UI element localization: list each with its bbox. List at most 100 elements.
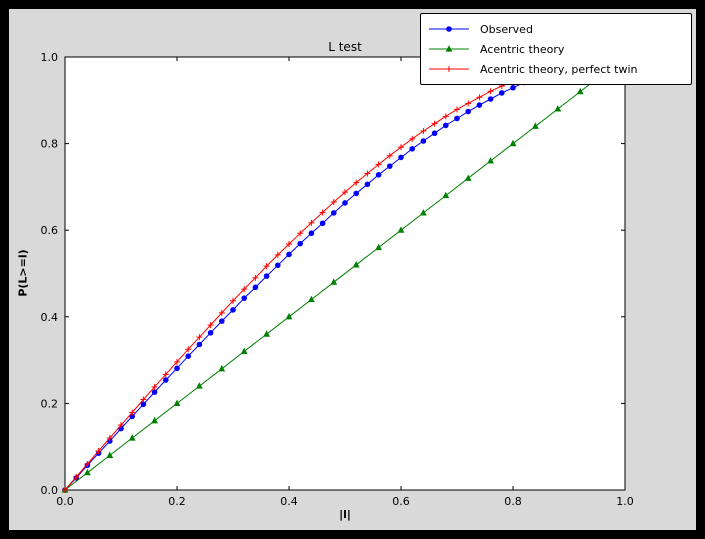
marker-circle-observed [387, 163, 393, 169]
marker-circle-observed [297, 240, 304, 247]
marker-circle-observed [207, 330, 214, 336]
y-tick-label: 0.2 [41, 397, 59, 410]
marker-plus-acentric-theory-perfect-twin [207, 322, 214, 329]
marker-plus-acentric-theory-perfect-twin [375, 161, 382, 168]
legend-item: Observed [427, 19, 685, 39]
marker-circle-observed [375, 171, 382, 178]
series-line-acentric-theory-perfect-twin [64, 68, 547, 491]
marker-triangle-acentric-theory [397, 226, 405, 233]
marker-circle-observed [409, 145, 416, 152]
marker-plus-acentric-theory-perfect-twin [431, 120, 438, 127]
x-tick-label: 0.2 [168, 495, 186, 508]
marker-triangle-acentric-theory [464, 174, 472, 181]
marker-circle-observed [230, 307, 236, 313]
marker-plus-acentric-theory-perfect-twin [364, 170, 371, 177]
marker-circle-observed [263, 273, 270, 279]
legend-label: Acentric theory, perfect twin [480, 62, 638, 76]
legend-sample-line [429, 66, 469, 72]
legend-marker-icon [446, 66, 452, 72]
x-tick-label: 0.4 [280, 495, 298, 508]
marker-circle-observed [487, 96, 494, 102]
x-tick-label: 0.6 [392, 495, 410, 508]
legend-item: Acentric theory [427, 39, 685, 59]
marker-plus-acentric-theory-perfect-twin [118, 422, 124, 429]
marker-circle-observed [163, 377, 169, 383]
marker-plus-acentric-theory-perfect-twin [174, 358, 180, 365]
legend-marker-icon [446, 26, 452, 32]
marker-plus-acentric-theory-perfect-twin [140, 396, 147, 403]
marker-plus-acentric-theory-perfect-twin [274, 251, 281, 258]
x-tick-label: 0.0 [56, 495, 74, 508]
marker-circle-observed [465, 108, 472, 115]
y-tick-label: 0.4 [41, 311, 59, 324]
marker-triangle-acentric-theory [509, 139, 517, 147]
x-axis-label: |l| [339, 508, 351, 521]
marker-circle-observed [319, 220, 326, 227]
marker-circle-observed [151, 389, 158, 395]
marker-circle-observed [286, 251, 292, 258]
marker-triangle-acentric-theory [352, 261, 360, 268]
marker-plus-acentric-theory-perfect-twin [84, 461, 91, 468]
marker-triangle-acentric-theory [420, 209, 427, 216]
marker-plus-acentric-theory-perfect-twin [308, 219, 315, 226]
marker-triangle-acentric-theory [151, 416, 158, 424]
marker-circle-observed [510, 84, 516, 91]
marker-triangle-acentric-theory [263, 330, 270, 337]
y-tick-label: 1.0 [41, 51, 59, 64]
marker-plus-acentric-theory-perfect-twin [129, 409, 136, 416]
marker-circle-observed [342, 200, 348, 206]
marker-circle-observed [185, 353, 191, 360]
marker-triangle-acentric-theory [330, 278, 338, 285]
marker-circle-observed [241, 295, 247, 301]
marker-triangle-acentric-theory [173, 399, 181, 406]
marker-plus-acentric-theory-perfect-twin [297, 230, 304, 237]
y-axis-label: P(L>=l) [16, 249, 30, 297]
marker-circle-observed [443, 122, 449, 129]
marker-triangle-acentric-theory [554, 105, 562, 112]
marker-triangle-acentric-theory [442, 191, 450, 199]
marker-plus-acentric-theory-perfect-twin [330, 199, 337, 206]
marker-plus-acentric-theory-perfect-twin [476, 94, 483, 101]
legend-label: Acentric theory [480, 42, 565, 56]
figure: 0.0 0.2 0.4 0.6 0.8 1.0 0.0 0.2 0.4 0.6 0.8 1.0 L t… [9, 9, 696, 530]
x-tick-label: 1.0 [616, 495, 634, 508]
legend-marker-icon [445, 45, 453, 52]
marker-plus-acentric-theory-perfect-twin [218, 309, 225, 316]
plot-canvas: 0.0 0.2 0.4 0.6 0.8 1.0 0.0 0.2 0.4 0.6 0.8 1.0 [41, 51, 634, 508]
marker-plus-acentric-theory-perfect-twin [196, 334, 203, 341]
marker-circle-observed [308, 230, 315, 237]
marker-circle-observed [140, 401, 147, 408]
marker-triangle-acentric-theory [106, 451, 114, 458]
y-tick-label: 0.0 [41, 484, 59, 497]
marker-circle-observed [275, 262, 281, 269]
marker-plus-acentric-theory-perfect-twin [386, 152, 393, 159]
marker-plus-acentric-theory-perfect-twin [62, 487, 68, 493]
marker-circle-observed [364, 181, 371, 188]
marker-triangle-acentric-theory [84, 468, 91, 476]
marker-plus-acentric-theory-perfect-twin [420, 128, 427, 135]
marker-plus-acentric-theory-perfect-twin [185, 346, 192, 353]
marker-triangle-acentric-theory [532, 122, 539, 129]
marker-circle-observed [431, 130, 438, 137]
marker-circle-observed [454, 115, 460, 122]
marker-triangle-acentric-theory [375, 243, 382, 251]
y-tick-label: 0.8 [41, 138, 59, 151]
legend-item: Acentric theory, perfect twin [427, 59, 685, 79]
marker-triangle-acentric-theory [240, 347, 248, 355]
legend-sample-line [429, 45, 469, 52]
marker-plus-acentric-theory-perfect-twin [286, 241, 292, 248]
marker-circle-observed [331, 210, 337, 216]
marker-plus-acentric-theory-perfect-twin [241, 286, 248, 293]
marker-circle-observed [499, 90, 505, 96]
y-tick-label: 0.6 [41, 224, 59, 237]
marker-circle-observed [420, 138, 427, 144]
x-tick-label: 0.8 [504, 495, 522, 508]
marker-plus-acentric-theory-perfect-twin [398, 144, 404, 151]
marker-plus-acentric-theory-perfect-twin [342, 189, 348, 196]
legend: Observed Acentric theory Acentric theory, … [420, 13, 692, 85]
marker-plus-acentric-theory-perfect-twin [487, 88, 494, 95]
marker-circle-observed [252, 284, 259, 291]
marker-circle-observed [353, 190, 360, 197]
marker-circle-observed [219, 318, 225, 324]
